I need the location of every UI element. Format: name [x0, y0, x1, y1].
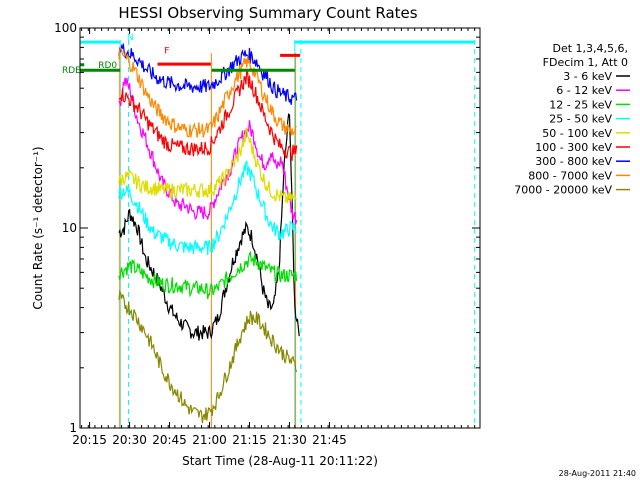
series-line [118, 289, 298, 424]
legend-entry-label: 800 - 7000 keV [528, 169, 612, 182]
legend-entry-label: 12 - 25 keV [549, 98, 612, 111]
y-axis-label: Count Rate (s⁻¹ detector⁻¹) [31, 146, 45, 309]
x-tick-label: 21:15 [232, 433, 267, 447]
x-axis-label: Start Time (28-Aug-11 20:11:22) [182, 454, 378, 468]
flag-label: F [164, 46, 169, 56]
series-line [118, 77, 298, 225]
series-line [118, 250, 298, 300]
series-line [118, 113, 300, 341]
x-tick-label: 21:45 [312, 433, 347, 447]
legend-entry-label: 50 - 100 keV [542, 127, 612, 140]
x-tick-label: 20:30 [112, 433, 147, 447]
x-tick-label: 21:30 [272, 433, 307, 447]
legend-entry-label: 300 - 800 keV [535, 155, 612, 168]
legend-entry-label: 7000 - 20000 keV [514, 184, 612, 197]
legend: Det 1,3,4,5,6,FDecim 1, Att 03 - 6 keV6 … [514, 42, 630, 197]
flag-label: RDE [62, 66, 81, 76]
series-line [118, 43, 298, 105]
x-axis: 20:15 20:30 20:45 21:00 21:15 21:30 21:45 [72, 28, 476, 447]
series-line [118, 69, 298, 162]
chart-title: HESSI Observing Summary Count Rates [118, 4, 417, 22]
timestamp-label: 28-Aug-2011 21:40 [559, 469, 636, 478]
legend-title: Det 1,3,4,5,6, [552, 42, 628, 55]
series-line [118, 46, 297, 138]
x-tick-label: 20:15 [72, 433, 107, 447]
x-tick-label: 20:45 [152, 433, 187, 447]
legend-entry-label: 6 - 12 keV [556, 84, 612, 97]
y-axis: 1 10 100 [54, 21, 480, 435]
flag-label: N [127, 33, 134, 43]
legend-title: FDecim 1, Att 0 [543, 56, 628, 69]
series-line [118, 160, 297, 256]
y-tick-label: 100 [54, 21, 77, 35]
series-line [118, 127, 297, 204]
legend-entry-label: 100 - 300 keV [535, 141, 612, 154]
y-tick-label: 1 [69, 421, 77, 435]
legend-entry-label: 3 - 6 keV [563, 70, 612, 83]
plot-area: N RD0 RDE F [62, 33, 476, 428]
x-tick-label: 21:00 [192, 433, 227, 447]
y-tick-label: 10 [62, 221, 77, 235]
flag-label: RD0 [98, 61, 117, 71]
legend-entry-label: 25 - 50 keV [549, 113, 612, 126]
